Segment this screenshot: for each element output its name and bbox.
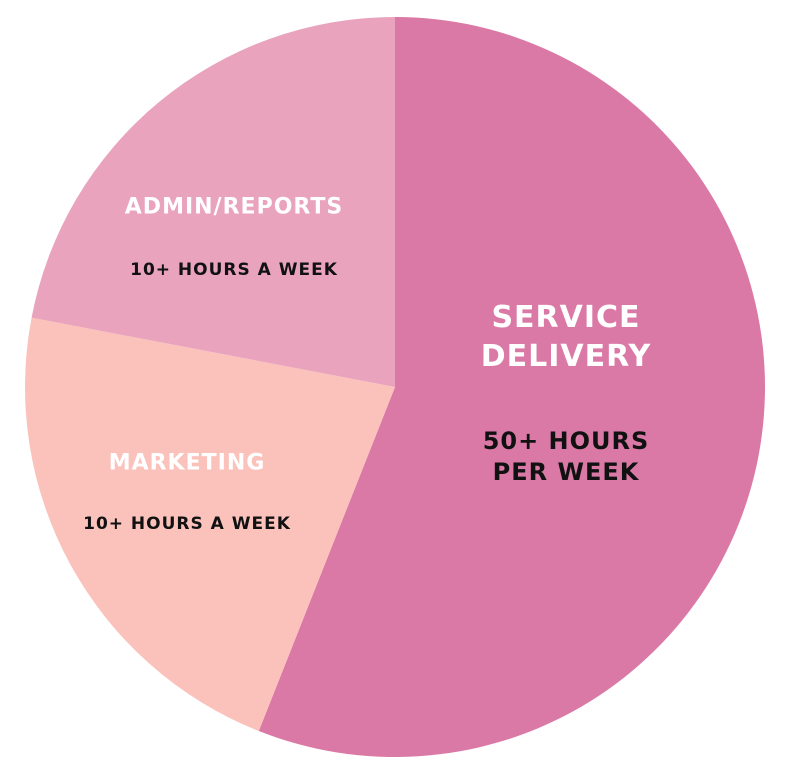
pie-slice [24, 317, 396, 732]
slice-detail: 10+ HOURS A WEEK [130, 259, 338, 280]
pie-slice [31, 17, 396, 387]
slice-detail: 10+ HOURS A WEEK [83, 513, 291, 534]
slice-detail: 50+ HOURS PER WEEK [482, 426, 650, 486]
pie-slice [258, 17, 765, 757]
slice-label: MARKETING [108, 450, 266, 476]
slice-label: ADMIN/REPORTS [124, 194, 344, 220]
slice-label: SERVICE DELIVERY [480, 300, 652, 374]
